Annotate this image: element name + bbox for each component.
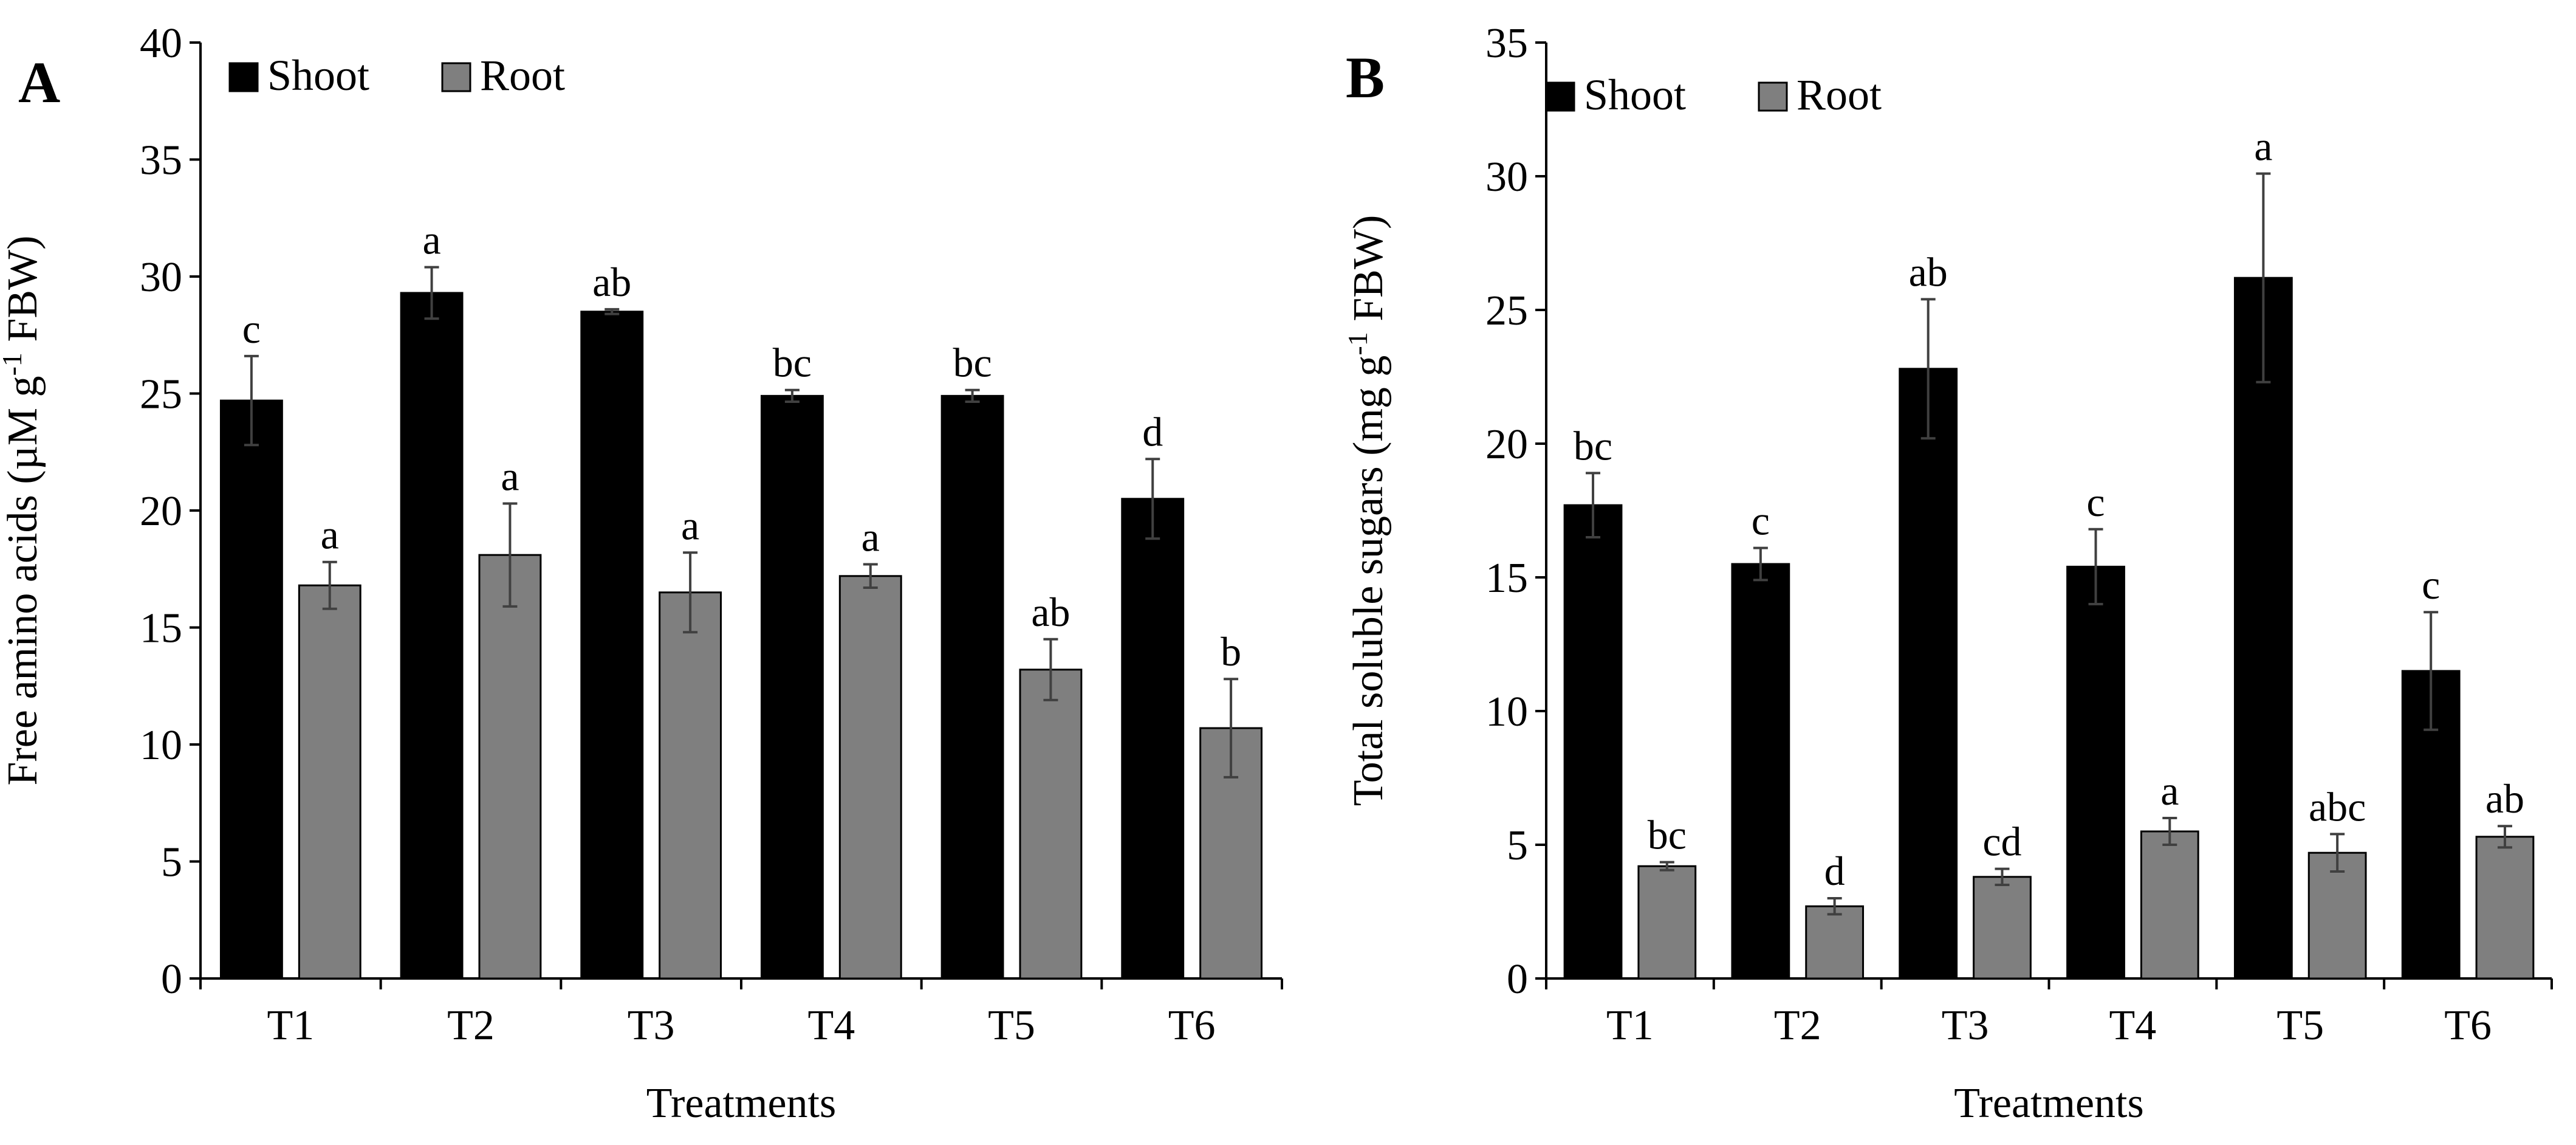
panel-b-bar-root-t1: [1637, 865, 1697, 980]
panel-a-significance-letter: d: [1142, 408, 1163, 455]
panel-a-y-tick-label: 20: [140, 488, 182, 535]
panel-b-legend-label-root: Root: [1797, 70, 1882, 119]
panel-b-x-tick-label: T4: [2109, 1002, 2157, 1049]
panel-a-bar-root-t4: [838, 575, 902, 980]
panel-a-significance-letter: a: [321, 512, 339, 558]
panel-b-significance-letter: bc: [1648, 812, 1687, 858]
panel-b-x-axis-title: Treatments: [1954, 1080, 2143, 1127]
panel-b-legend-swatch-root: [1758, 81, 1788, 112]
panel-b-significance-letter: a: [2160, 768, 2179, 814]
panel-a-bar-shoot-t3: [580, 311, 644, 980]
panel-a-y-tick-label: 15: [140, 605, 182, 652]
panel-a-bar-root-t2: [478, 554, 542, 980]
panel-a-y-tick-label: 30: [140, 254, 182, 301]
panel-a-bar-shoot-t1: [219, 399, 283, 980]
panel-a-legend-swatch-shoot: [228, 62, 259, 92]
panel-b-bar-shoot-t3: [1899, 368, 1958, 980]
panel-b-x-tick-label: T2: [1774, 1002, 1821, 1049]
panel-b-bar-shoot-t4: [2066, 565, 2125, 980]
panel-b-y-tick-label: 25: [1485, 287, 1528, 334]
panel-a-bar-root-t3: [659, 591, 722, 980]
panel-b-y-tick-label: 10: [1485, 689, 1528, 735]
panel-a-y-tick-label: 40: [140, 20, 182, 67]
panel-a-significance-letter: a: [501, 453, 519, 499]
panel-a-x-tick-label: T2: [447, 1002, 495, 1049]
panel-b-significance-letter: cd: [1982, 819, 2021, 865]
panel-b-y-tick-label: 5: [1507, 822, 1528, 869]
panel-a-bar-shoot-t2: [400, 292, 464, 980]
panel-b-bar-root-t4: [2140, 830, 2199, 980]
panel-b-legend-swatch-shoot: [1545, 81, 1575, 112]
panel-a-y-tick-label: 35: [140, 137, 182, 184]
panel-b-bar-shoot-t5: [2233, 277, 2293, 980]
panel-a-significance-letter: a: [862, 514, 880, 560]
panel-a-bar-shoot-t5: [940, 394, 1004, 980]
panel-a-y-axis-title-part: -1: [0, 352, 27, 376]
panel-a-y-axis-title: Free amino acids (µM g-1 FBW): [0, 236, 46, 786]
panel-b-significance-letter: c: [2086, 479, 2105, 525]
panel-a-bar-shoot-t4: [760, 394, 824, 980]
panel-b-y-tick-label: 15: [1485, 555, 1528, 602]
panel-a-x-tick-label: T5: [988, 1002, 1035, 1049]
panel-a-y-tick-label: 0: [161, 956, 182, 1003]
panel-b-x-tick-label: T1: [1606, 1002, 1654, 1049]
panel-b-bar-root-t6: [2475, 836, 2535, 980]
panel-a-bar-root-t1: [298, 584, 361, 980]
panel-b-y-tick-label: 20: [1485, 421, 1528, 468]
panel-b-significance-letter: d: [1824, 848, 1845, 894]
panel-a-y-tick-label: 25: [140, 371, 182, 418]
panel-a-y-axis-title-part: Free amino acids (µM g: [0, 376, 46, 785]
panel-b-y-tick-label: 30: [1485, 154, 1528, 201]
panel-b-bar-shoot-t2: [1731, 563, 1790, 980]
panel-a-x-tick-label: T1: [267, 1002, 314, 1049]
panel-a-significance-letter: a: [422, 217, 440, 263]
panel-b-bar-root-t3: [1973, 876, 2032, 980]
panel-a-x-tick-label: T4: [807, 1002, 855, 1049]
panel-a-significance-letter: bc: [773, 340, 812, 386]
panel-a-y-tick-label: 5: [161, 839, 182, 886]
panel-b-bar-shoot-t1: [1563, 504, 1623, 980]
panel-a-significance-letter: c: [242, 306, 261, 352]
panel-b-significance-letter: abc: [2309, 783, 2366, 830]
panel-a-legend-label-shoot: Shoot: [267, 51, 369, 100]
panel-b-significance-letter: c: [2422, 562, 2440, 608]
panel-a-significance-letter: ab: [592, 259, 631, 305]
panel-a-significance-letter: ab: [1031, 589, 1070, 635]
panel-b-y-axis-title: Total soluble sugars (mg g-1 FBW): [1342, 215, 1392, 806]
panel-b-y-axis-title-part: Total soluble sugars (mg g: [1345, 356, 1392, 806]
panel-b-x-tick-label: T3: [1942, 1002, 1989, 1049]
panel-b-significance-letter: a: [2254, 123, 2272, 170]
panel-a-y-axis-title-part: FBW): [0, 236, 46, 353]
panel-b-bar-root-t2: [1805, 905, 1865, 980]
panel-a-significance-letter: bc: [953, 340, 992, 386]
panel-b-y-tick-label: 35: [1485, 20, 1528, 67]
panel-a-label: A: [18, 50, 60, 115]
panel-a-bar-root-t5: [1019, 669, 1083, 980]
panel-a-y-tick-label: 10: [140, 722, 182, 769]
panel-b-y-axis-title-part: FBW): [1345, 215, 1392, 332]
panel-b-label: B: [1346, 45, 1385, 110]
panel-b-significance-letter: bc: [1574, 422, 1612, 469]
panel-a-x-tick-label: T6: [1168, 1002, 1216, 1049]
panel-b-y-axis-title-part: -1: [1342, 332, 1373, 355]
panel-a-significance-letter: a: [681, 502, 699, 548]
panel-b-bar-root-t5: [2307, 851, 2367, 980]
panel-a-legend-label-root: Root: [480, 51, 565, 100]
panel-b-significance-letter: ab: [2485, 775, 2524, 822]
panel-a-significance-letter: b: [1221, 628, 1241, 675]
panel-b-significance-letter: c: [1752, 498, 1770, 544]
panel-b-significance-letter: ab: [1909, 249, 1948, 295]
panel-a-bar-shoot-t6: [1121, 498, 1185, 980]
panel-a-x-tick-label: T3: [628, 1002, 675, 1049]
panel-b-legend-label-shoot: Shoot: [1584, 70, 1686, 119]
panel-b-x-tick-label: T6: [2444, 1002, 2492, 1049]
panel-a-x-axis-title: Treatments: [646, 1080, 836, 1127]
panel-b-y-tick-label: 0: [1507, 956, 1528, 1003]
panel-b-x-tick-label: T5: [2276, 1002, 2324, 1049]
panel-a-legend-swatch-root: [441, 62, 471, 92]
